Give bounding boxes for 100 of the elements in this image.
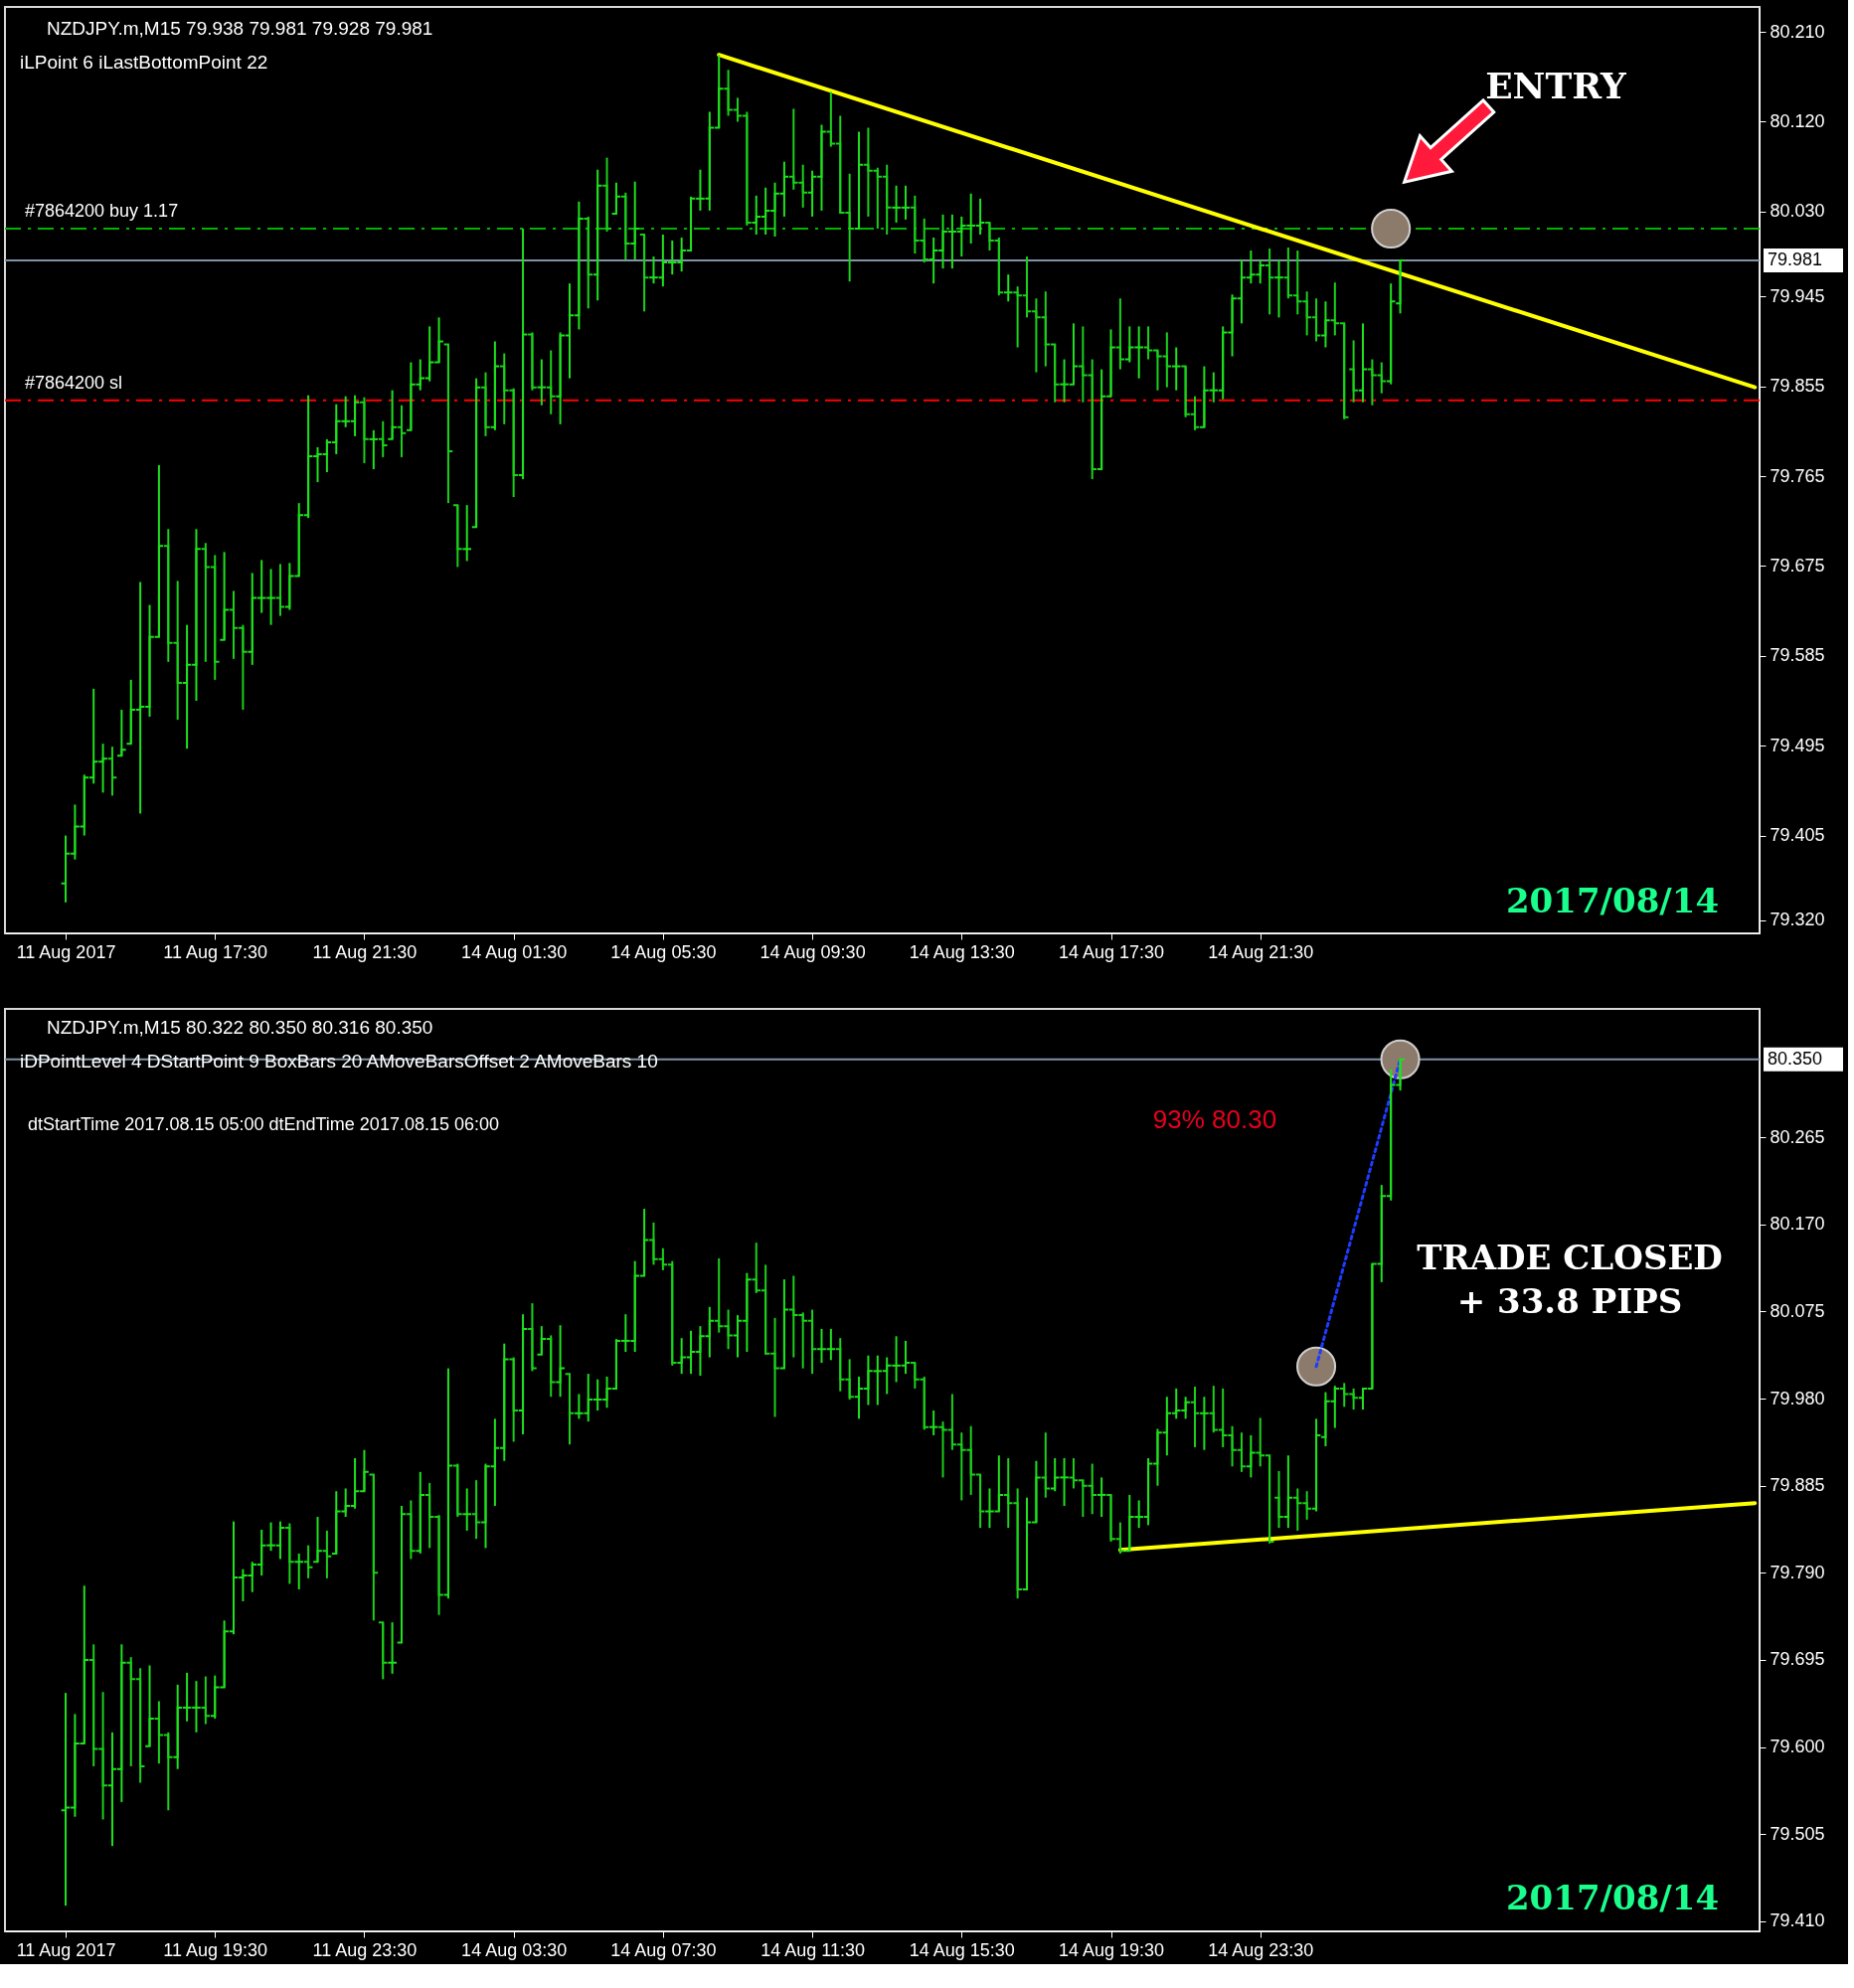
candlestick (359, 396, 370, 464)
x-tick-label: 11 Aug 17:30 (163, 941, 268, 962)
candlestick (1189, 1386, 1201, 1448)
candlestick (927, 1409, 939, 1436)
candlestick (1002, 273, 1014, 303)
candlestick (527, 331, 538, 392)
candlestick (1273, 1469, 1284, 1530)
candlestick (1246, 1433, 1257, 1479)
x-tick-label: 14 Aug 05:30 (610, 941, 717, 962)
candlestick (1395, 259, 1406, 315)
y-tick-label: 79.505 (1770, 1823, 1825, 1844)
candlestick (442, 343, 454, 505)
candlestick (536, 358, 548, 407)
candlestick (583, 215, 594, 310)
y-tick-label: 79.600 (1770, 1737, 1825, 1757)
y-tick-label: 79.855 (1770, 376, 1825, 397)
candlestick (1385, 282, 1397, 386)
candlestick (452, 1462, 463, 1519)
candlestick (517, 227, 529, 481)
candlestick (629, 180, 641, 261)
candlestick (489, 340, 501, 431)
candlestick (545, 349, 557, 415)
candlestick (591, 168, 603, 302)
x-tick-label: 14 Aug 13:30 (909, 941, 1015, 962)
candlestick (555, 1324, 566, 1399)
candlestick (480, 371, 491, 437)
text: iLPoint 6 iLastBottomPoint 22 (20, 52, 268, 73)
x-tick-label: 11 Aug 21:30 (312, 941, 418, 962)
candlestick (1273, 258, 1284, 319)
candlestick (415, 1470, 426, 1555)
annotation: 2017/08/14 (1505, 881, 1720, 920)
candlestick (302, 1544, 314, 1579)
candlestick (442, 1367, 454, 1600)
candlestick (106, 746, 118, 797)
candlestick (406, 1499, 417, 1561)
candlestick (545, 1334, 557, 1399)
x-tick-label: 14 Aug 17:30 (1058, 941, 1165, 962)
candlestick (387, 389, 398, 440)
candlestick (312, 1516, 323, 1564)
candlestick (1114, 297, 1126, 371)
x-tick-label: 14 Aug 07:30 (610, 1939, 717, 1960)
x-tick-label: 11 Aug 19:30 (163, 1939, 268, 1960)
y-tick-label: 80.265 (1770, 1126, 1825, 1147)
candlestick (219, 551, 230, 641)
candlestick (200, 1675, 212, 1726)
x-tick-label: 11 Aug 2017 (16, 941, 116, 962)
candlestick (1348, 339, 1359, 404)
x-tick-label: 14 Aug 09:30 (759, 941, 866, 962)
x-tick-label: 11 Aug 2017 (16, 1939, 116, 1960)
x-tick-label: 11 Aug 23:30 (312, 1939, 418, 1960)
y-tick-label: 79.945 (1770, 285, 1825, 306)
y-tick-label: 79.320 (1770, 910, 1825, 930)
candlestick (368, 1473, 380, 1622)
annotation: 93% 80.30 (1152, 1104, 1277, 1134)
y-tick-label: 79.585 (1770, 645, 1825, 666)
x-tick-label: 14 Aug 21:30 (1208, 941, 1314, 962)
annotation: ENTRY (1485, 65, 1628, 106)
text: NZDJPY.m,M15 79.938 79.981 79.928 79.981 (47, 18, 433, 39)
ref-line-label: 79.981 (1768, 249, 1823, 270)
candlestick (377, 1621, 389, 1681)
candlestick (610, 181, 622, 215)
candlestick (116, 709, 127, 757)
candlestick (396, 404, 408, 458)
candlestick (508, 1356, 519, 1443)
annotation: TRADE CLOSED + 33.8 PIPS (1417, 1238, 1723, 1322)
x-tick-label: 14 Aug 11:30 (760, 1939, 865, 1960)
x-tick-label: 14 Aug 19:30 (1058, 1939, 1165, 1960)
candlestick (853, 130, 865, 230)
candlestick (1264, 248, 1275, 316)
candlestick (1170, 346, 1182, 392)
y-tick-label: 80.120 (1770, 111, 1825, 131)
y-tick-label: 79.405 (1770, 825, 1825, 846)
y-tick-label: 79.980 (1770, 1388, 1825, 1408)
candlestick (1040, 1431, 1052, 1499)
candlestick (470, 377, 482, 529)
candlestick (274, 563, 286, 617)
candlestick (536, 1325, 548, 1356)
candlestick (470, 1479, 482, 1541)
candlestick (293, 1552, 305, 1590)
candlestick (461, 1487, 473, 1532)
candlestick (461, 504, 473, 563)
candlestick (1096, 1476, 1107, 1519)
candlestick (527, 1302, 538, 1373)
y-tick-label: 79.695 (1770, 1649, 1825, 1670)
candlestick (564, 1373, 576, 1446)
candlestick (778, 1278, 790, 1370)
candlestick (1310, 1417, 1322, 1513)
ref-line-label: 80.350 (1768, 1048, 1823, 1069)
candlestick (517, 1313, 529, 1436)
y-tick-label: 79.675 (1770, 555, 1825, 576)
y-tick-label: 80.170 (1770, 1214, 1825, 1235)
candlestick (620, 191, 631, 261)
x-tick-label: 14 Aug 23:30 (1208, 1939, 1314, 1960)
candlestick (144, 1664, 155, 1747)
x-tick-label: 14 Aug 15:30 (909, 1939, 1015, 1960)
candlestick (601, 156, 612, 233)
ref-line-label: #7864200 buy 1.17 (25, 200, 179, 221)
y-tick-label: 80.030 (1770, 201, 1825, 222)
candlestick (452, 504, 463, 569)
annotation: 2017/08/14 (1505, 1878, 1720, 1917)
